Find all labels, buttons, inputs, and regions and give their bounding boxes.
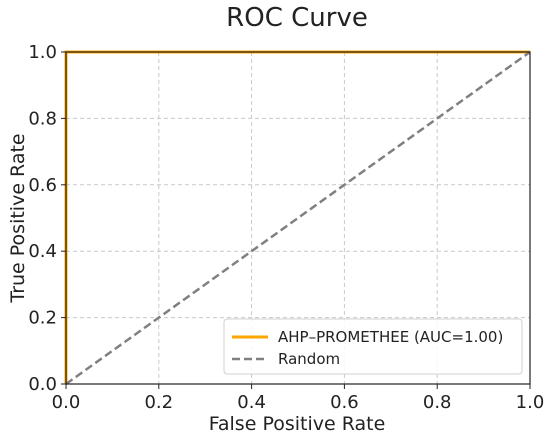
- x-tick-label: 0.8: [423, 392, 452, 413]
- legend-box: [223, 318, 523, 375]
- plot-frame: [65, 51, 531, 385]
- legend: AHP–PROMETHEE (AUC=1.00) Random: [223, 318, 523, 375]
- legend-entry-label: AHP–PROMETHEE (AUC=1.00): [278, 328, 503, 346]
- y-tick-label: 0.6: [28, 175, 57, 196]
- x-tick-label: 0.0: [52, 392, 81, 413]
- y-tick-label: 1.0: [28, 42, 57, 63]
- x-tick-label: 0.2: [144, 392, 173, 413]
- y-tick-label: 0.8: [28, 108, 57, 129]
- y-tick-label: 0.4: [28, 241, 57, 262]
- x-tick-label: 0.4: [237, 392, 266, 413]
- tick-layer: 0.0 0.2 0.4 0.6 0.8 1.0 0.0 0.2 0.4 0.6 0.8 1.0: [28, 42, 544, 413]
- y-tick-label: 0.0: [28, 374, 57, 395]
- y-tick-label: 0.2: [28, 308, 57, 329]
- x-axis-label: False Positive Rate: [209, 413, 386, 435]
- series-line-random: [65, 50, 531, 386]
- chart-title: ROC Curve: [226, 3, 368, 33]
- x-tick-label: 0.6: [330, 392, 359, 413]
- legend-entry-label: Random: [278, 350, 340, 368]
- y-axis-label: True Positive Rate: [7, 133, 29, 303]
- x-tick-label: 1.0: [516, 392, 545, 413]
